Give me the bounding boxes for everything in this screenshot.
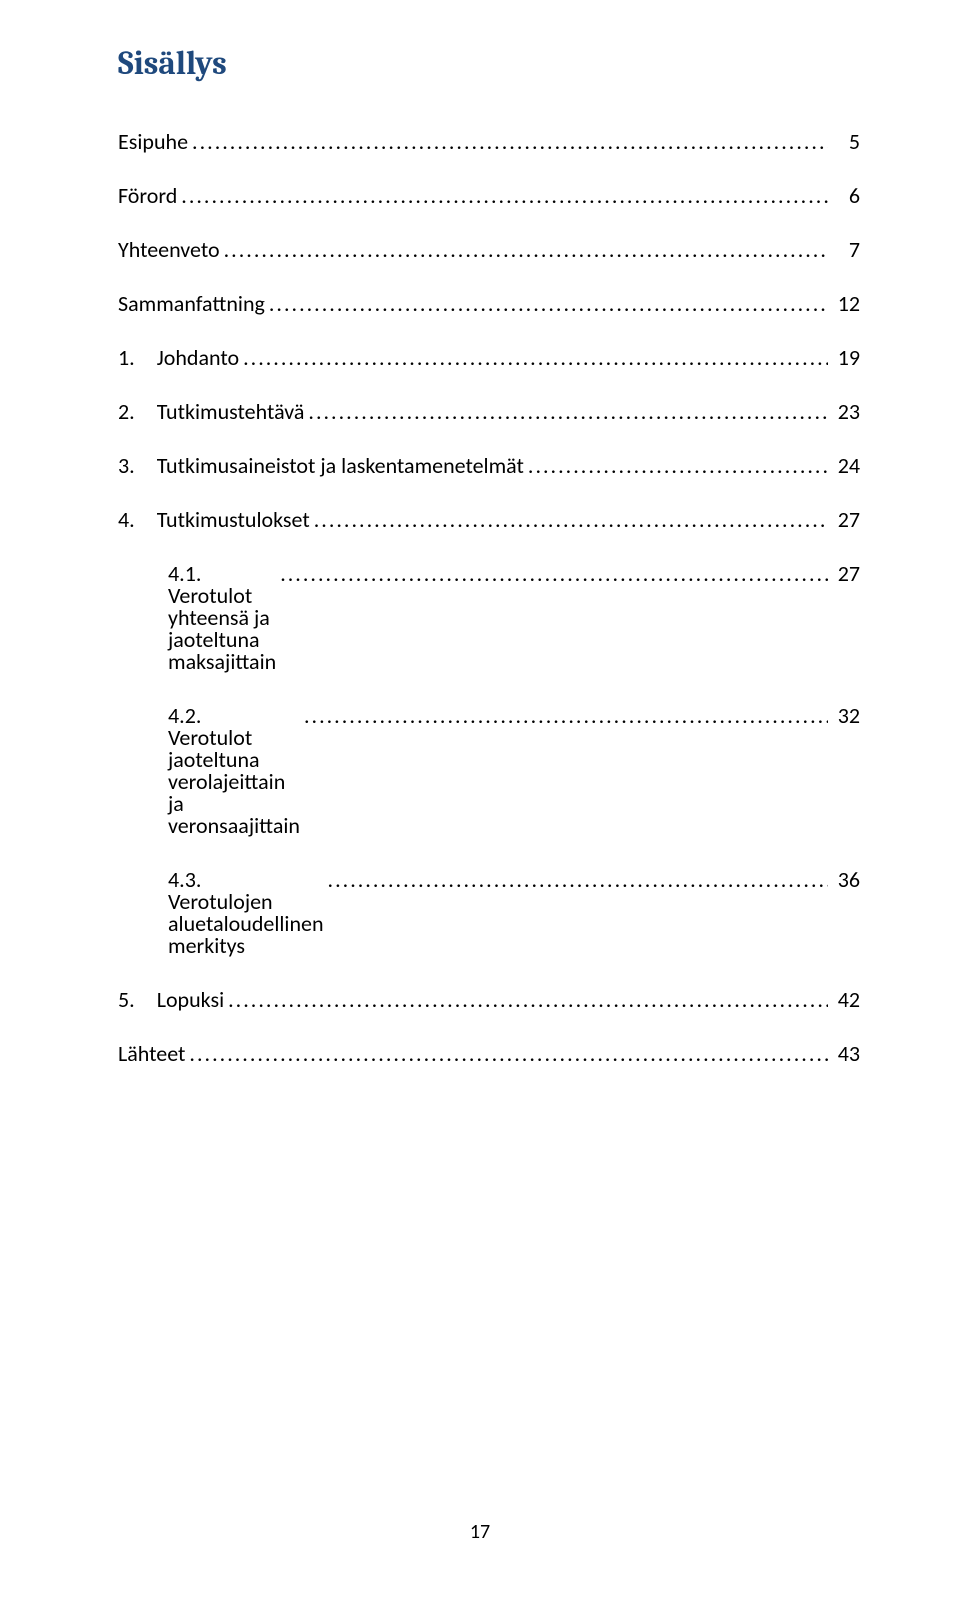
toc-entry-label: 5. Lopuksi [118,989,224,1011]
toc-entry-label: 3. Tutkimusaineistot ja laskentamenetelm… [118,455,524,477]
toc-entry-label: 1. Johdanto [118,347,239,369]
toc-row: 1. Johdanto.............................… [118,347,860,369]
toc-entry-page: 24 [832,455,860,477]
toc-entry-page: 23 [832,401,860,423]
toc-entry-page: 12 [832,293,860,315]
toc-row: Sammanfattning..........................… [118,293,860,315]
toc-list: Esipuhe.................................… [118,131,860,1065]
toc-entry-page: 5 [832,131,860,153]
toc-row: 4.2. Verotulot jaoteltuna verolajeittain… [118,705,860,837]
toc-row: 4. Tutkimustulokset.....................… [118,509,860,531]
toc-entry-page: 27 [832,563,860,585]
toc-leader: ........................................… [181,185,828,207]
toc-leader: ........................................… [243,347,828,369]
toc-leader: ........................................… [308,401,828,423]
toc-leader: ........................................… [280,563,828,585]
toc-entry-page: 32 [832,705,860,727]
toc-entry-label: 4.3. Verotulojen aluetaloudellinen merki… [168,869,324,957]
page: Sisällys Esipuhe........................… [0,0,960,1614]
toc-entry-page: 36 [832,869,860,891]
toc-entry-page: 27 [832,509,860,531]
toc-row: 3. Tutkimusaineistot ja laskentamenetelm… [118,455,860,477]
toc-entry-label: Förord [118,185,177,207]
toc-leader: ........................................… [328,869,828,891]
toc-leader: ........................................… [269,293,828,315]
toc-entry-label: 4.2. Verotulot jaoteltuna verolajeittain… [168,705,300,837]
toc-row: 5. Lopuksi..............................… [118,989,860,1011]
toc-row: Yhteenveto..............................… [118,239,860,261]
toc-leader: ........................................… [528,455,828,477]
toc-row: Förord..................................… [118,185,860,207]
toc-leader: ........................................… [304,705,828,727]
toc-row: 2. Tutkimustehtävä......................… [118,401,860,423]
toc-leader: ........................................… [314,509,828,531]
toc-row: 4.1. Verotulot yhteensä ja jaoteltuna ma… [118,563,860,673]
toc-leader: ........................................… [224,239,828,261]
toc-entry-page: 7 [832,239,860,261]
page-number: 17 [0,1520,960,1544]
toc-entry-page: 6 [832,185,860,207]
toc-entry-label: Lähteet [118,1043,185,1065]
toc-entry-label: 4.1. Verotulot yhteensä ja jaoteltuna ma… [168,563,276,673]
toc-entry-page: 19 [832,347,860,369]
toc-leader: ........................................… [189,1043,828,1065]
toc-row: Esipuhe.................................… [118,131,860,153]
toc-heading: Sisällys [118,45,860,83]
toc-entry-label: Esipuhe [118,131,188,153]
toc-leader: ........................................… [228,989,828,1011]
toc-entry-page: 42 [832,989,860,1011]
toc-row: Lähteet.................................… [118,1043,860,1065]
toc-entry-label: Sammanfattning [118,293,265,315]
toc-entry-label: 4. Tutkimustulokset [118,509,310,531]
toc-row: 4.3. Verotulojen aluetaloudellinen merki… [118,869,860,957]
toc-leader: ........................................… [192,131,828,153]
toc-entry-label: Yhteenveto [118,239,220,261]
toc-entry-page: 43 [832,1043,860,1065]
toc-entry-label: 2. Tutkimustehtävä [118,401,304,423]
